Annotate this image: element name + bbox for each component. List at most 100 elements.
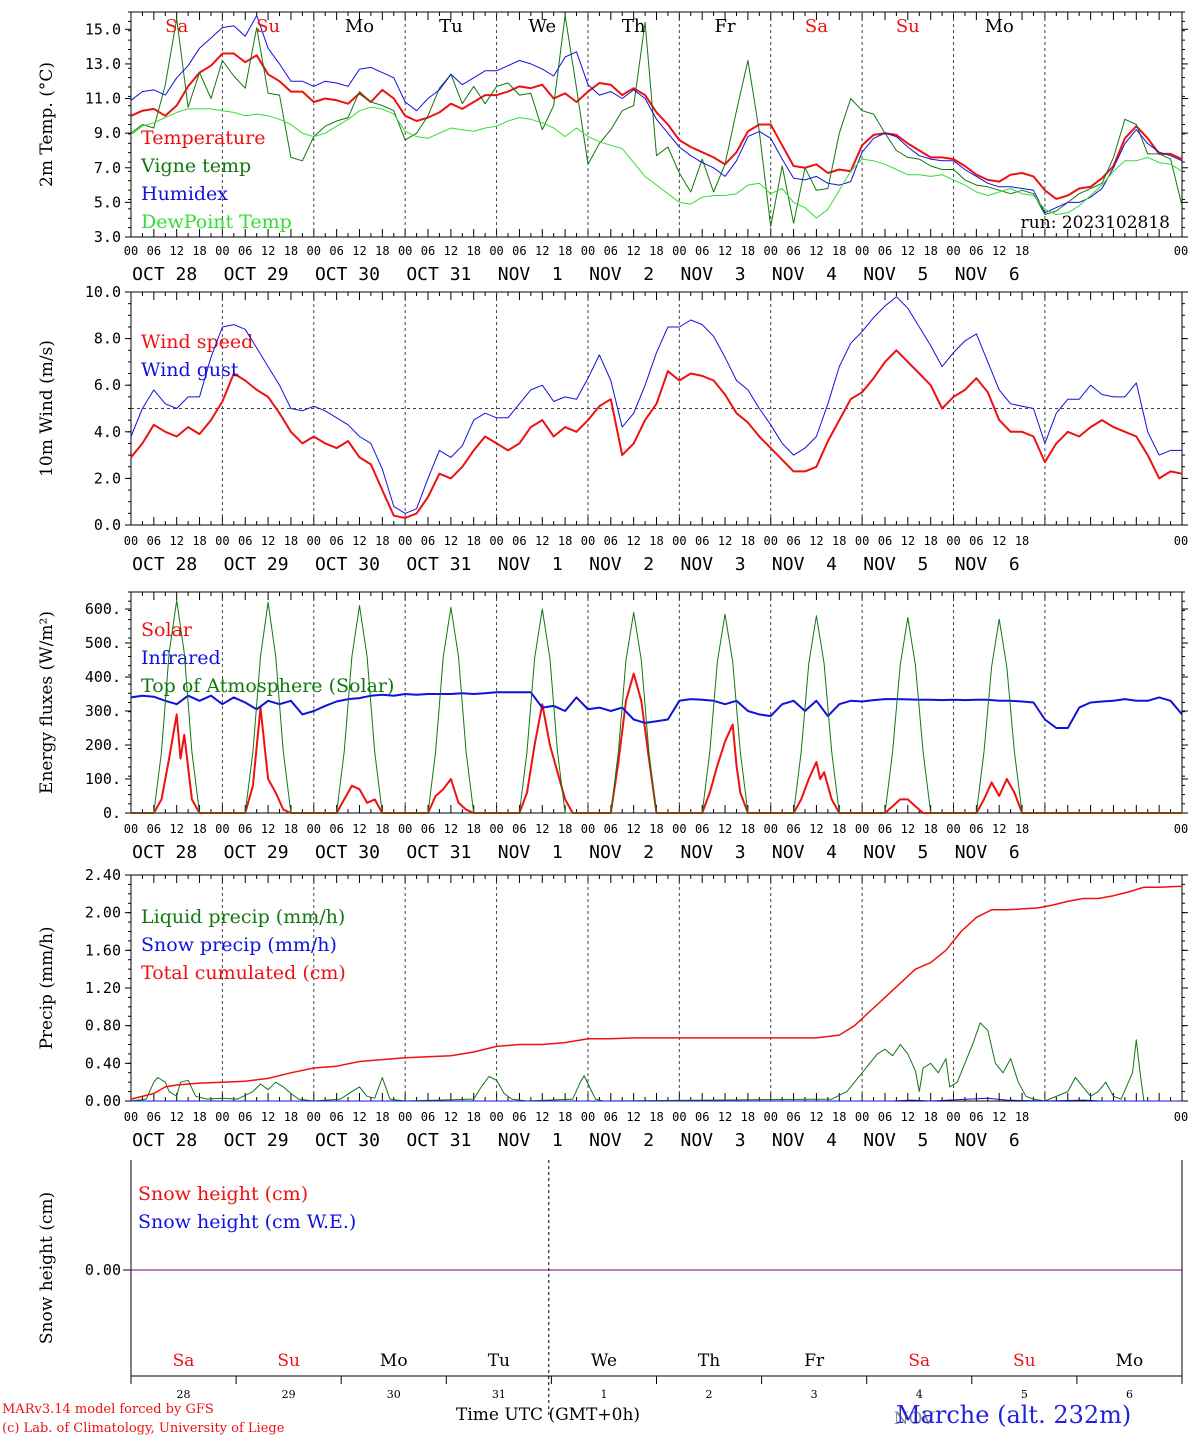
- hour-label: 12: [901, 534, 915, 548]
- hour-label: 00: [215, 1110, 229, 1124]
- hour-label: 12: [901, 822, 915, 836]
- hour-label: 12: [901, 1110, 915, 1124]
- panel-snow: 0.00 Snow height (cm) Snow height (cm) Snow…: [37, 1160, 1183, 1416]
- date-label: NOV 1: [498, 554, 563, 575]
- legend-entry: Snow height (cm): [138, 1183, 308, 1205]
- hour-label: 00: [215, 534, 229, 548]
- hour-label: 12: [626, 534, 640, 548]
- date-label: OCT 29: [224, 842, 289, 863]
- weekday-label: Tu: [439, 16, 463, 37]
- hour-label: 00: [855, 1110, 869, 1124]
- hour-label: 18: [1015, 244, 1029, 258]
- hour-label: 00: [764, 534, 778, 548]
- hour-label: 00: [215, 822, 229, 836]
- date-label: NOV 6: [955, 1130, 1020, 1151]
- date-label: OCT 28: [132, 264, 197, 285]
- hour-label: 18: [466, 534, 480, 548]
- hour-label: 00: [946, 244, 960, 258]
- hour-label: 12: [352, 822, 366, 836]
- hour-label: 18: [466, 1110, 480, 1124]
- date-label: OCT 28: [132, 554, 197, 575]
- panel-temperature: 3.0 5.0 7.0 9.0 11.0 13.0 15.0 2m Temp. (°C) Tem…: [37, 11, 1188, 285]
- date-label: NOV 6: [955, 842, 1020, 863]
- legend-entry: Solar: [141, 619, 193, 641]
- station-label: Marche (alt. 232m): [896, 1401, 1132, 1429]
- hour-label: 12: [626, 1110, 640, 1124]
- legend-entry: Liquid precip (mm/h): [141, 906, 345, 928]
- credit-line-2: (c) Lab. of Climatology, University of L…: [2, 1421, 285, 1436]
- hour-label: 06: [878, 822, 892, 836]
- hour-label: 12: [444, 534, 458, 548]
- hour-label: 06: [695, 822, 709, 836]
- hour-label: 00: [307, 822, 321, 836]
- hour-label: 00: [124, 1110, 138, 1124]
- hour-label: 18: [192, 822, 206, 836]
- hour-label: 18: [558, 822, 572, 836]
- hour-label: 12: [535, 244, 549, 258]
- hour-label: 12: [261, 244, 275, 258]
- hour-label: 00: [855, 822, 869, 836]
- weekday-label: Sa: [165, 16, 188, 37]
- hour-label: 06: [421, 822, 435, 836]
- hour-label: 06: [147, 244, 161, 258]
- hour-label: 12: [444, 822, 458, 836]
- weekday-label: Sa: [908, 1351, 930, 1371]
- hour-label: 00: [307, 1110, 321, 1124]
- y-tick-label: 0.00: [85, 1092, 121, 1110]
- hour-label: 12: [992, 1110, 1006, 1124]
- hour-label: 06: [421, 534, 435, 548]
- hour-label: 00: [946, 534, 960, 548]
- hour-label: 00: [124, 534, 138, 548]
- weekday-label: Su: [277, 1351, 300, 1371]
- legend-entry: Humidex: [141, 183, 228, 205]
- hour-label: 00: [672, 822, 686, 836]
- y-tick-label: 11.0: [85, 90, 121, 108]
- day-number-label: 30: [387, 1388, 401, 1401]
- hour-label: 12: [352, 1110, 366, 1124]
- day-number-label: 1: [600, 1388, 607, 1401]
- hour-label: 12: [718, 534, 732, 548]
- hour-label: 00: [1174, 534, 1188, 548]
- hour-label: 12: [169, 1110, 183, 1124]
- hour-label: 06: [421, 1110, 435, 1124]
- y-tick-label: 0.0: [94, 516, 121, 534]
- hour-label: 12: [535, 1110, 549, 1124]
- day-number-label: 6: [1126, 1388, 1133, 1401]
- hour-label: 18: [558, 244, 572, 258]
- hour-label: 18: [1015, 1110, 1029, 1124]
- hour-label: 00: [307, 534, 321, 548]
- panel-precip: 0.00 0.40 0.80 1.20 1.60 2.00 2.40 Precip (mm/h…: [37, 866, 1188, 1151]
- hour-label: 12: [169, 822, 183, 836]
- hour-label: 12: [992, 822, 1006, 836]
- hour-label: 00: [581, 822, 595, 836]
- y-tick-label: 400.: [85, 668, 121, 686]
- weekday-label: We: [528, 16, 556, 37]
- hour-label: 12: [718, 1110, 732, 1124]
- weekday-label: Th: [622, 16, 646, 37]
- hour-label: 18: [832, 1110, 846, 1124]
- y-tick-label: 300.: [85, 702, 121, 720]
- hour-label: 18: [375, 244, 389, 258]
- y-tick-label: 100.: [85, 770, 121, 788]
- weekday-label: Su: [896, 16, 920, 37]
- date-label: NOV 3: [681, 1130, 746, 1151]
- hour-label: 06: [604, 822, 618, 836]
- hour-label: 00: [398, 1110, 412, 1124]
- hour-label: 06: [969, 244, 983, 258]
- hour-label: 06: [329, 534, 343, 548]
- day-number-label: 29: [282, 1388, 296, 1401]
- hour-label: 00: [215, 244, 229, 258]
- hour-label: 00: [581, 1110, 595, 1124]
- legend-entry: Infrared: [141, 647, 221, 669]
- hour-label: 18: [832, 822, 846, 836]
- series-line-liquid-precip-mm-h-: [130, 1022, 1182, 1102]
- date-label: NOV 1: [498, 264, 563, 285]
- y-tick-label: 10.0: [85, 283, 121, 301]
- date-label: NOV 6: [955, 554, 1020, 575]
- hour-label: 00: [672, 244, 686, 258]
- hour-label: 06: [421, 244, 435, 258]
- hour-label: 06: [786, 822, 800, 836]
- weekday-label: Fr: [714, 16, 735, 37]
- weekday-label: Mo: [985, 16, 1014, 37]
